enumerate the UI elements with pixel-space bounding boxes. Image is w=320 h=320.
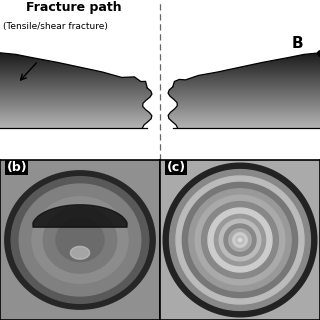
Polygon shape xyxy=(170,170,310,310)
Polygon shape xyxy=(19,184,141,296)
Text: (Tensile/shear fracture): (Tensile/shear fracture) xyxy=(3,22,108,31)
Text: Fracture path: Fracture path xyxy=(26,1,121,14)
Polygon shape xyxy=(163,163,317,317)
Polygon shape xyxy=(224,224,256,256)
Polygon shape xyxy=(182,182,298,298)
Polygon shape xyxy=(33,205,127,227)
Polygon shape xyxy=(176,176,304,304)
Polygon shape xyxy=(32,197,128,283)
Polygon shape xyxy=(229,229,251,251)
Polygon shape xyxy=(238,238,242,242)
Polygon shape xyxy=(24,190,136,290)
Polygon shape xyxy=(208,208,272,272)
Polygon shape xyxy=(214,214,266,266)
Polygon shape xyxy=(189,189,291,291)
Polygon shape xyxy=(70,246,90,259)
Polygon shape xyxy=(195,195,285,285)
Polygon shape xyxy=(11,177,149,303)
Polygon shape xyxy=(56,219,104,261)
Polygon shape xyxy=(43,207,117,273)
Text: (b): (b) xyxy=(6,161,27,174)
Polygon shape xyxy=(202,202,278,278)
Text: B: B xyxy=(291,36,303,51)
Text: (c): (c) xyxy=(166,161,186,174)
Polygon shape xyxy=(233,233,247,247)
Polygon shape xyxy=(219,219,261,261)
Polygon shape xyxy=(5,171,155,309)
Polygon shape xyxy=(236,236,244,244)
